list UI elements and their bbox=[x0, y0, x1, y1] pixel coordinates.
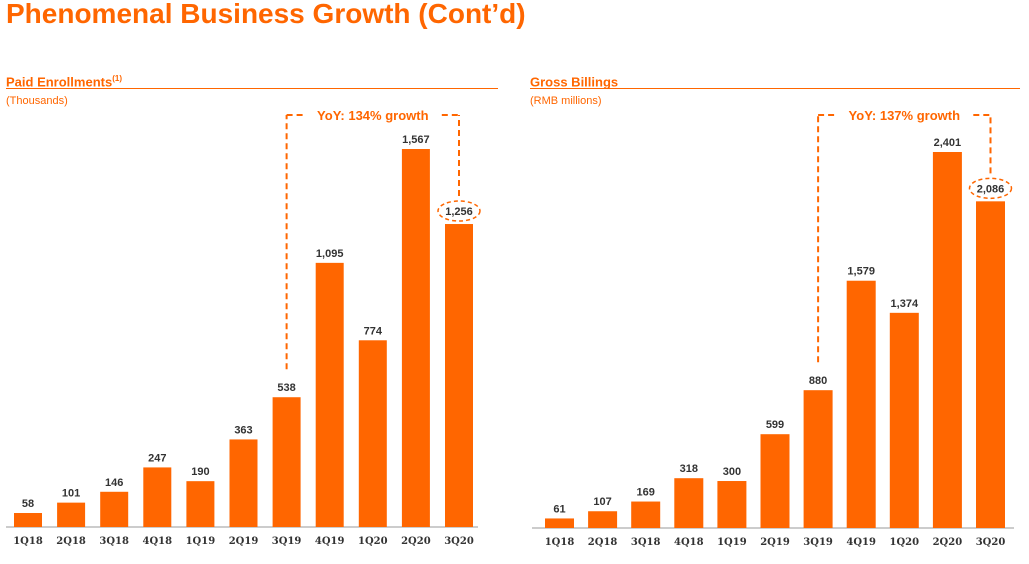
highlight-circle bbox=[968, 177, 1013, 200]
tick-label: 1Q20 bbox=[890, 537, 920, 548]
chart-title: Gross Billings bbox=[530, 70, 1020, 89]
data-label: 1,579 bbox=[847, 266, 875, 278]
tick-label: 3Q20 bbox=[976, 537, 1006, 548]
page-title: Phenomenal Business Growth (Cont’d) bbox=[6, 0, 526, 29]
tick-label: 3Q19 bbox=[272, 536, 302, 547]
tick-label: 2Q18 bbox=[588, 537, 618, 548]
data-label: 146 bbox=[105, 477, 123, 489]
bar bbox=[760, 434, 790, 528]
tick-label: 2Q19 bbox=[229, 536, 259, 547]
data-label: 61 bbox=[553, 503, 565, 515]
bar bbox=[674, 478, 704, 528]
bar bbox=[717, 481, 747, 528]
tick-label: 3Q19 bbox=[803, 537, 833, 548]
tick-label: 2Q20 bbox=[933, 537, 963, 548]
chart-unit: (RMB millions) bbox=[530, 95, 602, 107]
bar bbox=[14, 513, 42, 527]
annotation-label: YoY: 134% growth bbox=[317, 108, 429, 123]
bar bbox=[229, 439, 258, 527]
chart-title-text: Paid Enrollments bbox=[6, 74, 113, 90]
data-label: 2,086 bbox=[977, 183, 1005, 195]
tick-label: 1Q18 bbox=[13, 536, 43, 547]
data-label: 107 bbox=[593, 496, 611, 508]
annotation-label: YoY: 137% growth bbox=[849, 108, 961, 123]
bar bbox=[588, 511, 618, 528]
tick-label: 4Q19 bbox=[315, 536, 345, 547]
data-label: 880 bbox=[809, 375, 827, 387]
bar bbox=[976, 201, 1005, 528]
data-label: 1,374 bbox=[891, 298, 919, 310]
bar bbox=[186, 481, 215, 527]
tick-label: 4Q19 bbox=[846, 537, 876, 548]
tick-label: 3Q18 bbox=[99, 536, 129, 547]
tick-label: 1Q19 bbox=[717, 537, 747, 548]
bar bbox=[889, 312, 919, 528]
data-label: 190 bbox=[191, 466, 209, 478]
bar bbox=[631, 501, 661, 528]
data-label: 318 bbox=[680, 463, 698, 475]
paid-enrollments-panel: Paid Enrollments(1) (Thousands) bbox=[6, 70, 498, 107]
footnote-marker: (1) bbox=[112, 74, 122, 83]
bar bbox=[401, 149, 430, 527]
data-label: 538 bbox=[277, 382, 295, 394]
bar bbox=[57, 502, 86, 527]
tick-label: 2Q18 bbox=[56, 536, 86, 547]
data-label: 1,256 bbox=[445, 206, 473, 218]
tick-label: 1Q19 bbox=[186, 536, 216, 547]
bar bbox=[272, 397, 301, 527]
bar bbox=[100, 491, 129, 527]
data-label: 774 bbox=[364, 325, 383, 337]
bar bbox=[358, 340, 387, 527]
bar bbox=[315, 262, 344, 527]
tick-label: 2Q20 bbox=[401, 536, 431, 547]
data-label: 300 bbox=[723, 466, 741, 478]
bar bbox=[445, 224, 473, 527]
data-label: 58 bbox=[22, 498, 34, 510]
highlight-circle bbox=[437, 200, 481, 222]
bar bbox=[846, 280, 876, 528]
gross-billings-panel: Gross Billings (RMB millions) bbox=[530, 70, 1020, 107]
data-label: 599 bbox=[766, 419, 784, 431]
bar bbox=[932, 152, 962, 528]
tick-label: 3Q20 bbox=[444, 536, 474, 547]
bar bbox=[545, 518, 574, 528]
data-label: 1,567 bbox=[402, 134, 430, 146]
data-label: 169 bbox=[637, 487, 655, 499]
data-label: 247 bbox=[148, 452, 166, 464]
tick-label: 4Q18 bbox=[674, 537, 704, 548]
data-label: 363 bbox=[234, 424, 252, 436]
bar bbox=[803, 390, 833, 528]
data-label: 1,095 bbox=[316, 248, 344, 260]
tick-label: 3Q18 bbox=[631, 537, 661, 548]
chart-unit: (Thousands) bbox=[6, 95, 68, 107]
tick-label: 4Q18 bbox=[143, 536, 173, 547]
tick-label: 1Q20 bbox=[358, 536, 388, 547]
tick-label: 2Q19 bbox=[760, 537, 790, 548]
chart-title: Paid Enrollments(1) bbox=[6, 70, 498, 89]
chart-title-text: Gross Billings bbox=[530, 74, 619, 90]
data-label: 101 bbox=[62, 488, 80, 500]
data-label: 2,401 bbox=[934, 137, 962, 149]
bar bbox=[143, 467, 172, 527]
tick-label: 1Q18 bbox=[545, 537, 575, 548]
